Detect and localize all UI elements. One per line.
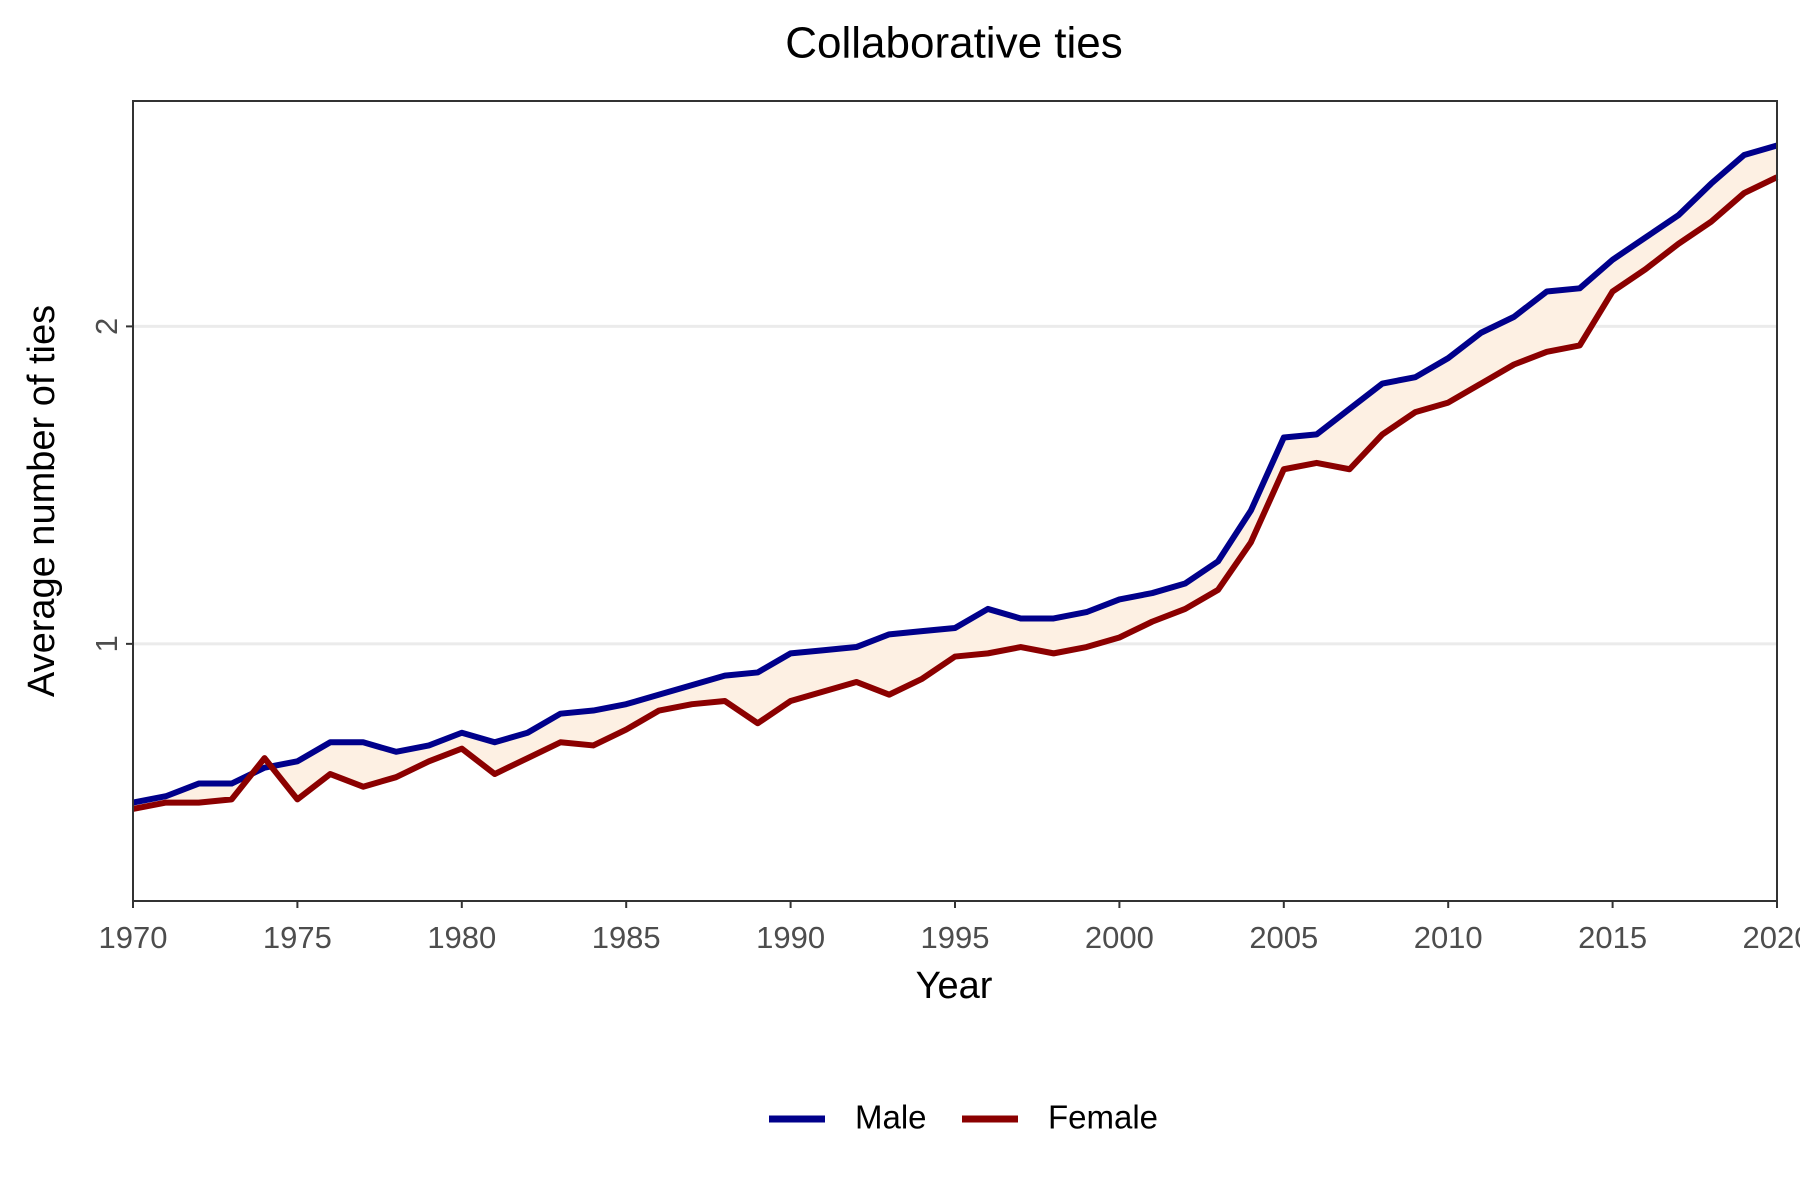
series-line xyxy=(132,174,1779,812)
y-axis-title: Average number of ties xyxy=(21,305,63,697)
x-tick-label: 1980 xyxy=(427,920,496,955)
x-tick-label: 1975 xyxy=(263,920,332,955)
x-tick-label: 2020 xyxy=(1743,920,1800,955)
x-tick-label: 2000 xyxy=(1085,920,1154,955)
series-line xyxy=(132,142,1778,806)
x-tick-label: 2005 xyxy=(1249,920,1318,955)
x-tick-label: 1990 xyxy=(756,920,825,955)
legend-label: Male xyxy=(855,1099,927,1136)
ribbon xyxy=(133,145,1777,809)
x-tick-label: 2010 xyxy=(1414,920,1483,955)
legend-label: Female xyxy=(1048,1099,1158,1136)
x-tick-label: 1995 xyxy=(921,920,990,955)
plot-border xyxy=(132,100,1778,902)
x-tick-label: 1970 xyxy=(99,920,168,955)
y-tick-label: 1 xyxy=(89,635,124,652)
y-tick-label: 2 xyxy=(89,318,124,335)
x-axis-title: Year xyxy=(916,965,993,1007)
chart-title: Collaborative ties xyxy=(785,19,1123,68)
x-tick-label: 1985 xyxy=(592,920,661,955)
x-tick-label: 2015 xyxy=(1578,920,1647,955)
